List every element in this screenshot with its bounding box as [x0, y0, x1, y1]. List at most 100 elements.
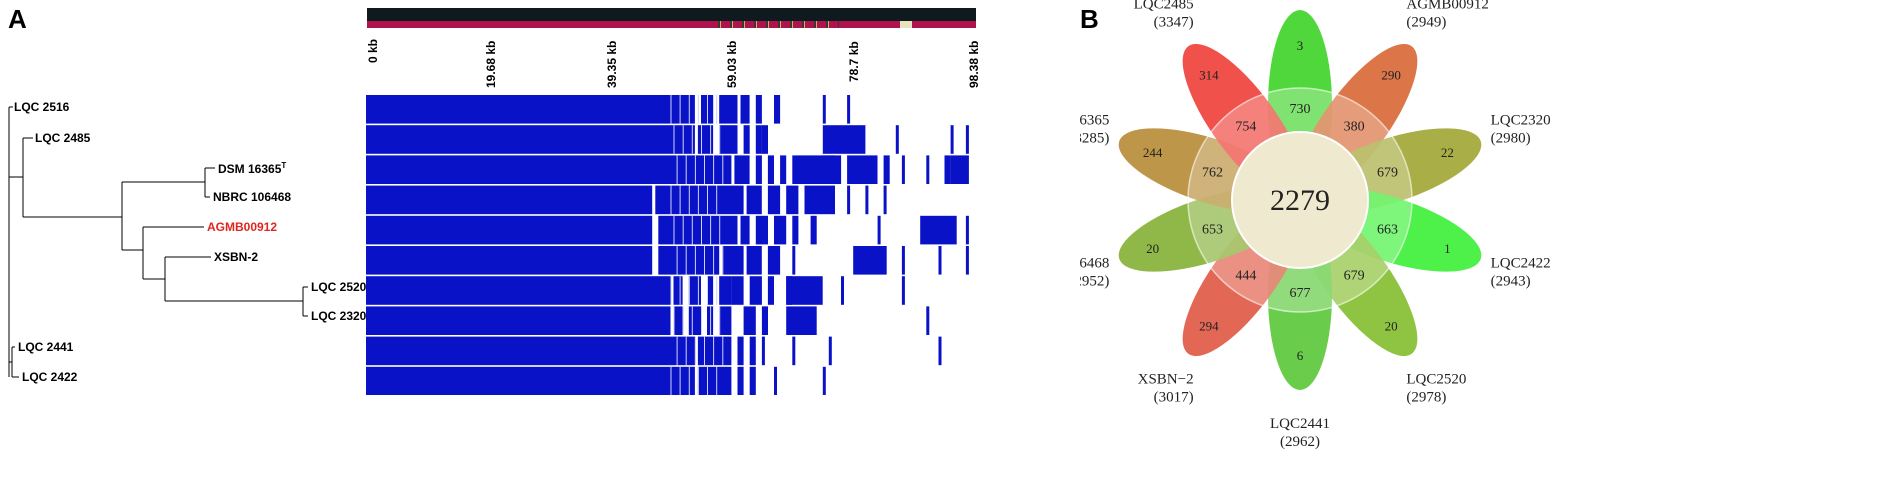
coverage-gap — [716, 185, 718, 215]
coverage-block — [944, 155, 951, 184]
petal-name-label: LQC2422 — [1491, 256, 1551, 272]
coverage-block — [366, 276, 671, 305]
petal-name-label: XSBN−2 — [1138, 372, 1194, 388]
coverage-gap — [685, 155, 687, 184]
coverage-gap — [673, 306, 675, 335]
leaf-dsm16365: DSM 16365T — [218, 161, 287, 176]
coverage-block — [774, 366, 777, 395]
coverage-gap — [713, 155, 715, 184]
coverage-block — [822, 366, 826, 395]
coverage-block — [658, 215, 738, 245]
coverage-block — [658, 246, 720, 275]
axis-tick-2: 39.35 kb — [605, 40, 619, 88]
coverage-block — [737, 336, 744, 366]
coverage-block — [707, 276, 714, 305]
coverage-block — [847, 155, 878, 184]
leaf-lqc2516: LQC 2516 — [14, 100, 70, 114]
axis-tick-0: 0 kb — [366, 38, 380, 63]
coverage-block — [749, 336, 756, 366]
coverage-gap — [670, 95, 672, 124]
coverage-block — [746, 185, 762, 215]
coverage-block — [366, 336, 695, 366]
coverage-block — [743, 306, 756, 335]
coverage-gap — [707, 95, 708, 124]
coverage-block — [792, 155, 805, 184]
petal-unique-count: 294 — [1199, 318, 1219, 333]
petal-name-label: AGMB00912 — [1406, 0, 1489, 12]
coverage-gap — [679, 366, 681, 395]
coverage-block — [673, 276, 683, 305]
core-count: 2279 — [1270, 184, 1330, 217]
coverage-block — [780, 155, 787, 184]
coverage-gap — [722, 155, 724, 184]
petal-total-label: (2952) — [1080, 274, 1109, 290]
coverage-block — [822, 125, 866, 154]
petal-total-label: (3347) — [1154, 14, 1194, 30]
petal-shared-count: 380 — [1344, 120, 1365, 135]
panel-a-label: A — [8, 4, 27, 34]
coverage-gap — [691, 306, 693, 335]
coverage-block — [853, 246, 887, 275]
coverage-gap — [670, 276, 672, 305]
coverage-gap — [710, 306, 712, 335]
coverage-block — [755, 95, 762, 124]
coverage-gap — [697, 95, 699, 124]
coverage-gap — [682, 125, 684, 154]
coverage-block — [950, 155, 969, 184]
petal-shared-count: 679 — [1377, 166, 1398, 181]
coverage-block — [965, 125, 969, 154]
petal-shared-count: 677 — [1290, 286, 1311, 301]
coverage-block — [774, 95, 781, 124]
coverage-block — [804, 185, 835, 215]
coverage-gap — [670, 185, 672, 215]
coverage-block — [786, 185, 799, 215]
coverage-block — [688, 276, 701, 305]
coverage-gap — [691, 215, 693, 245]
petal-name-label: LQC2320 — [1491, 112, 1551, 128]
coverage-block — [688, 306, 701, 335]
coverage-block — [822, 95, 826, 124]
coverage-gap — [679, 95, 681, 124]
petal-total-label: (2980) — [1491, 130, 1531, 146]
coverage-block — [366, 246, 653, 275]
coverage-block — [719, 306, 732, 335]
petal-total-label: (3285) — [1080, 130, 1109, 146]
petal-total-label: (2949) — [1406, 14, 1446, 30]
coverage-gap — [707, 366, 708, 395]
petal-total-label: (2962) — [1280, 434, 1320, 450]
coverage-block — [965, 246, 969, 275]
petal-shared-count: 653 — [1202, 222, 1223, 237]
leaf-lqc2320: LQC 2320 — [311, 309, 367, 323]
coverage-block — [697, 336, 732, 366]
coverage-gap — [679, 185, 681, 215]
coverage-block — [938, 336, 942, 366]
axis-tick-3: 59.03 kb — [725, 40, 739, 88]
coverage-block — [767, 276, 774, 305]
petal-unique-count: 1 — [1444, 241, 1451, 256]
reference-genome-strip — [367, 21, 976, 28]
coverage-gap — [701, 306, 702, 335]
coverage-block — [792, 246, 796, 275]
coverage-block — [755, 155, 762, 184]
coverage-block — [841, 276, 844, 305]
petal-unique-count: 290 — [1381, 68, 1401, 83]
coverage-block — [755, 125, 762, 154]
coverage-gap — [710, 215, 712, 245]
petal-shared-count: 762 — [1202, 166, 1223, 181]
coverage-block — [746, 246, 762, 275]
coverage-gap — [701, 215, 702, 245]
coverage-gap — [716, 366, 718, 395]
coverage-block — [895, 125, 899, 154]
coverage-block — [774, 215, 787, 245]
petal-shared-count: 444 — [1235, 268, 1256, 283]
coverage-block — [901, 276, 905, 305]
coverage-gap — [688, 366, 690, 395]
coverage-block — [749, 366, 756, 395]
leaf-agmb00912: AGMB00912 — [207, 220, 278, 234]
coverage-gap — [701, 125, 702, 154]
coverage-gap — [716, 95, 718, 124]
petal-shared-count: 730 — [1290, 102, 1311, 117]
coverage-block — [761, 336, 765, 366]
coverage-block — [767, 185, 781, 215]
